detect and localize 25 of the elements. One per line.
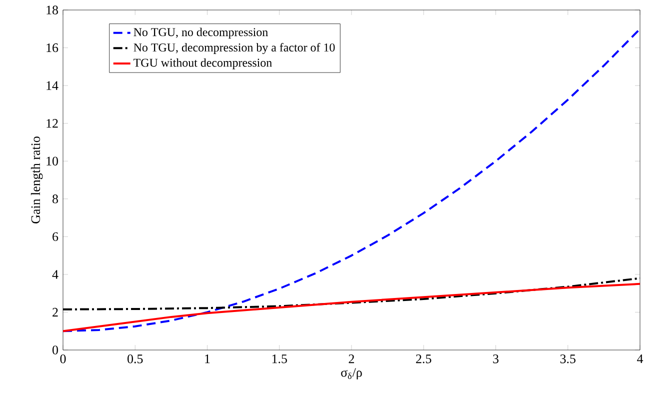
x-tick-label: 3 [493, 354, 498, 364]
x-tick-label: 3.5 [560, 354, 576, 364]
x-tick-label: 2.5 [416, 354, 432, 364]
y-tick-label: 14 [46, 81, 58, 90]
y-tick-label: 4 [52, 270, 58, 279]
legend-label: No TGU, no decompression [134, 28, 268, 39]
x-axis-title: σ$_{δ}$/ρ [341, 368, 362, 380]
y-tick-label: 0 [52, 346, 58, 354]
y-tick-label: 12 [46, 119, 58, 128]
x-tick-label: 1 [205, 354, 210, 364]
x-tick-label: 4 [637, 354, 644, 364]
x-tick-label: 1.5 [272, 354, 287, 364]
y-tick-label: 6 [52, 232, 58, 242]
y-tick-label: 18 [46, 6, 58, 14]
y-tick-label: 10 [46, 156, 58, 166]
y-tick-label: 16 [46, 43, 58, 52]
legend-label: No TGU, decompression by a factor of 10 [134, 43, 335, 54]
y-tick-label: 2 [52, 308, 58, 317]
legend-label: TGU without decompression [134, 58, 272, 70]
line-series [63, 28, 640, 332]
y-tick-label: 8 [52, 194, 58, 204]
x-tick-label: 0 [60, 354, 66, 364]
x-tick-label: 0.5 [128, 354, 143, 364]
y-axis-title: Gain length ratio [30, 136, 43, 224]
x-tick-label: 2 [348, 354, 354, 364]
